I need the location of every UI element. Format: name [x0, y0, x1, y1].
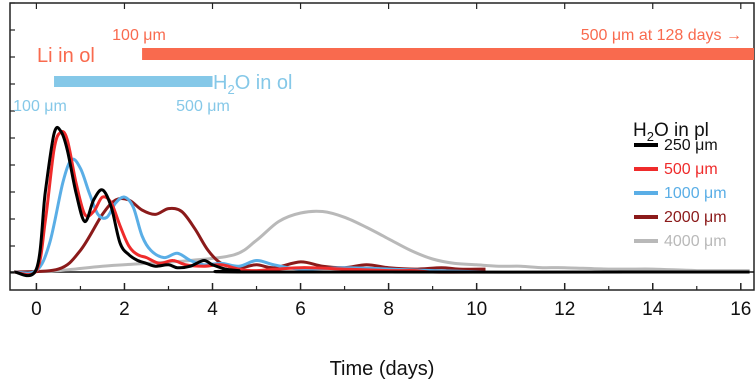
- li-start-label: 100 μm: [112, 27, 166, 44]
- h2o-end-label: 500 μm: [176, 98, 230, 115]
- plot-frame: [9, 2, 755, 291]
- x-tick-label: 6: [295, 299, 306, 320]
- legend-title-sub: 2: [647, 129, 654, 144]
- x-tick-label: 12: [554, 299, 575, 320]
- legend-label: 2000 μm: [664, 209, 727, 226]
- x-tick-label: 4: [207, 299, 218, 320]
- li-end-label: 500 μm at 128 days →: [581, 27, 742, 44]
- li-in-ol-bar: [142, 48, 755, 60]
- legend: H2O in pl 250 μm 500 μm 1000 μm 2000 μm 4000…: [633, 120, 727, 250]
- h2o-label-prefix: H: [213, 72, 227, 94]
- legend-label: 500 μm: [664, 161, 718, 178]
- legend-label: 1000 μm: [664, 185, 727, 202]
- h2o-in-ol-label: H2O in ol: [213, 72, 293, 97]
- legend-title-prefix: H: [633, 120, 647, 141]
- h2o-in-ol-bar: [54, 76, 213, 87]
- legend-title-suffix: O in pl: [654, 120, 709, 141]
- x-tick-label: 0: [31, 299, 42, 320]
- legend-label: 4000 μm: [664, 233, 727, 250]
- legend-items: 250 μm 500 μm 1000 μm 2000 μm 4000 μm: [634, 137, 727, 250]
- x-tick-label: 16: [730, 299, 751, 320]
- x-tick-label: 14: [642, 299, 664, 320]
- x-tick-label: 2: [119, 299, 130, 320]
- h2o-start-label: 100 μm: [13, 98, 67, 115]
- li-in-ol-label: Li in ol: [37, 45, 95, 67]
- series-line-250um: [14, 125, 750, 278]
- h2o-label-sub: 2: [227, 82, 234, 97]
- legend-title: H2O in pl: [633, 120, 709, 144]
- x-axis-title: Time (days): [330, 358, 435, 380]
- x-tick-label: 8: [383, 299, 394, 320]
- series-line-500um: [14, 130, 486, 277]
- x-axis-ticks: 0 2 4 6 8 10 12 14 16: [31, 3, 751, 320]
- series-lines: [14, 125, 750, 278]
- h2o-label-suffix: O in ol: [235, 72, 293, 94]
- legend-label: 250 μm: [664, 137, 718, 154]
- x-tick-label: 10: [466, 299, 487, 320]
